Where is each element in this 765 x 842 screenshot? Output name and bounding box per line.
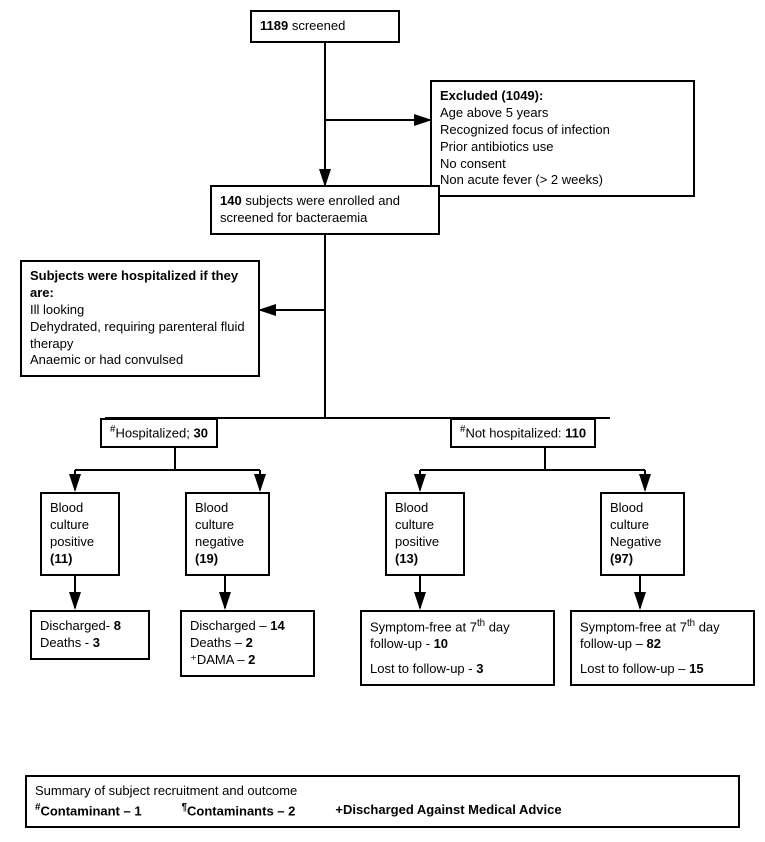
legend-item: +Discharged Against Medical Advice [335, 802, 561, 820]
text: Contaminants – 2 [187, 803, 295, 818]
node-hospitalized: #Hospitalized; 30 [100, 418, 218, 448]
text: Blood [395, 500, 455, 517]
nothospitalized-label: Not hospitalized: [465, 425, 565, 440]
text: culture [610, 517, 675, 534]
count: 3 [476, 661, 483, 676]
hospitalized-count: 30 [193, 425, 207, 440]
text: Lost to follow-up – [580, 661, 689, 676]
node-h-pos: Blood culture positive (11) [40, 492, 120, 576]
text: negative [195, 534, 260, 551]
sup: th [477, 618, 485, 629]
count: 3 [93, 635, 100, 650]
text: ⁺DAMA – [190, 652, 248, 667]
excluded-line: No consent [440, 156, 685, 173]
hospitalized-label: Hospitalized; [115, 425, 193, 440]
node-nh-pos: Blood culture positive (13) [385, 492, 465, 576]
excluded-line: Recognized focus of infection [440, 122, 685, 139]
text: Deaths - [40, 635, 93, 650]
node-screened: 1189 screened [250, 10, 400, 43]
legend-box: Summary of subject recruitment and outco… [25, 775, 740, 828]
node-enrolled: 140 subjects were enrolled and screened … [210, 185, 440, 235]
screened-label: screened [288, 18, 345, 33]
legend-item: ¶Contaminants – 2 [182, 802, 296, 820]
node-h-neg-outcome: Discharged – 14 Deaths – 2 ⁺DAMA – 2 [180, 610, 315, 677]
node-nh-neg-outcome: Symptom-free at 7th day follow-up – 82 L… [570, 610, 755, 686]
count: 10 [434, 636, 448, 651]
text: Discharged Against Medical Advice [343, 802, 562, 817]
text: Deaths – [190, 635, 246, 650]
count: 82 [646, 636, 660, 651]
legend-item: #Contaminant – 1 [35, 802, 142, 820]
legend-title: Summary of subject recruitment and outco… [35, 783, 730, 800]
nothospitalized-count: 110 [565, 425, 586, 440]
count: 2 [248, 652, 255, 667]
count: 14 [270, 618, 284, 633]
count: 15 [689, 661, 703, 676]
node-nh-neg: Blood culture Negative (97) [600, 492, 685, 576]
text: Blood [610, 500, 675, 517]
sup: th [687, 618, 695, 629]
text: culture [195, 517, 260, 534]
enrolled-count: 140 [220, 193, 242, 208]
count: (11) [50, 551, 110, 568]
text: Contaminant – 1 [40, 803, 141, 818]
node-not-hospitalized: #Not hospitalized: 110 [450, 418, 596, 448]
hosp-criteria-line: Dehydrated, requiring parenteral fluid t… [30, 319, 250, 353]
excluded-title: Excluded (1049): [440, 88, 685, 105]
hosp-criteria-title: Subjects were hospitalized if they are: [30, 268, 250, 302]
count: (19) [195, 551, 260, 568]
hosp-criteria-line: Ill looking [30, 302, 250, 319]
text: Lost to follow-up - [370, 661, 476, 676]
count: 2 [246, 635, 253, 650]
count: (13) [395, 551, 455, 568]
sup: + [335, 802, 343, 817]
screened-count: 1189 [260, 18, 288, 33]
excluded-line: Prior antibiotics use [440, 139, 685, 156]
text: Blood [50, 500, 110, 517]
enrolled-label: subjects were enrolled and screened for … [220, 193, 400, 225]
text: positive [395, 534, 455, 551]
node-h-neg: Blood culture negative (19) [185, 492, 270, 576]
text: Negative [610, 534, 675, 551]
text: Symptom-free at 7 [370, 619, 477, 634]
node-excluded: Excluded (1049): Age above 5 years Recog… [430, 80, 695, 197]
node-nh-pos-outcome: Symptom-free at 7th day follow-up - 10 L… [360, 610, 555, 686]
count: (97) [610, 551, 675, 568]
hosp-criteria-line: Anaemic or had convulsed [30, 352, 250, 369]
node-h-pos-outcome: Discharged- 8 Deaths - 3 [30, 610, 150, 660]
text: culture [50, 517, 110, 534]
excluded-line: Age above 5 years [440, 105, 685, 122]
text: Discharged- [40, 618, 114, 633]
text: Symptom-free at 7 [580, 619, 687, 634]
text: Blood [195, 500, 260, 517]
node-hosp-criteria: Subjects were hospitalized if they are: … [20, 260, 260, 377]
excluded-line: Non acute fever (> 2 weeks) [440, 172, 685, 189]
text: culture [395, 517, 455, 534]
count: 8 [114, 618, 121, 633]
text: positive [50, 534, 110, 551]
text: Discharged – [190, 618, 270, 633]
